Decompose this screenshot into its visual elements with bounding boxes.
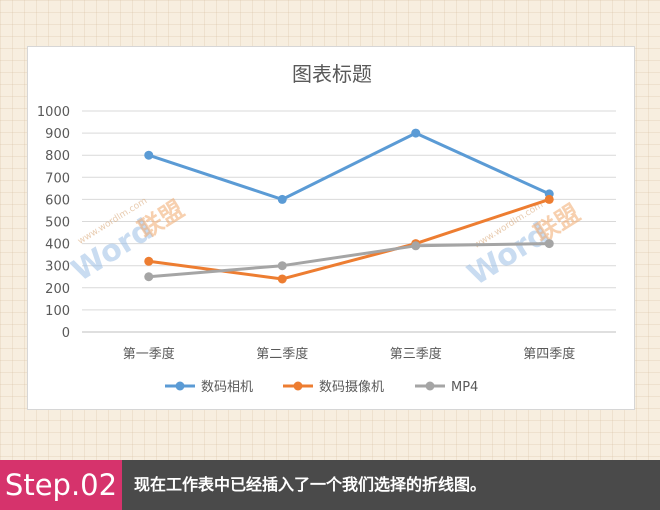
legend-item: 数码相机 <box>165 380 253 395</box>
legend-marker <box>293 381 303 391</box>
y-tick-label: 800 <box>45 149 70 164</box>
chart-title: 图表标题 <box>292 62 372 86</box>
y-tick-label: 200 <box>45 282 70 297</box>
y-tick-label: 400 <box>45 238 70 253</box>
step-badge: Step.02 <box>0 460 122 510</box>
x-tick-label: 第一季度 <box>123 346 175 362</box>
step-caption: 现在工作表中已经插入了一个我们选择的折线图。 <box>134 475 487 494</box>
data-point <box>544 194 554 204</box>
watermark-left: Word 联盟 www.wordlm.com <box>66 195 189 289</box>
x-axis-ticks: 第一季度 第二季度 第三季度 第四季度 <box>123 346 576 362</box>
x-tick-label: 第二季度 <box>256 346 308 362</box>
y-tick-label: 100 <box>45 304 70 319</box>
data-point <box>544 239 554 249</box>
legend: 数码相机 数码摄像机 MP4 <box>165 380 478 395</box>
legend-label: 数码相机 <box>201 380 253 395</box>
data-point <box>277 274 287 284</box>
y-tick-label: 600 <box>45 193 70 208</box>
data-point <box>144 150 154 160</box>
footer-bar: Step.02 现在工作表中已经插入了一个我们选择的折线图。 <box>0 460 660 510</box>
y-tick-label: 1000 <box>37 105 70 120</box>
legend-label: 数码摄像机 <box>319 380 384 395</box>
y-tick-label: 700 <box>45 171 70 186</box>
data-point <box>411 128 421 138</box>
series-MP4 <box>144 239 554 282</box>
gridlines <box>82 110 616 333</box>
y-axis-ticks: 0 100 200 300 400 500 600 700 800 900 1000 <box>37 105 70 341</box>
line-chart: 图表标题 0 100 200 300 400 500 600 700 800 900 1000 第一… <box>37 62 616 395</box>
data-point <box>277 194 287 204</box>
x-tick-label: 第三季度 <box>390 346 442 362</box>
watermark-group: Word 联盟 www.wordlm.com Word 联盟 www.wordl… <box>66 195 585 293</box>
chart-card: 图表标题 0 100 200 300 400 500 600 700 800 900 1000 第一… <box>27 46 635 410</box>
legend-item: MP4 <box>415 380 478 395</box>
y-tick-label: 900 <box>45 127 70 142</box>
series-line <box>147 242 551 279</box>
legend-label: MP4 <box>451 380 478 395</box>
legend-marker <box>425 381 435 391</box>
y-tick-label: 500 <box>45 216 70 231</box>
data-point <box>144 272 154 282</box>
data-point <box>411 241 421 251</box>
series-group <box>144 128 554 284</box>
data-point <box>277 261 287 271</box>
series-line <box>147 131 551 201</box>
series-数码相机 <box>144 128 554 204</box>
y-tick-label: 300 <box>45 260 70 275</box>
data-point <box>144 256 154 266</box>
x-tick-label: 第四季度 <box>523 346 575 362</box>
legend-marker <box>175 381 185 391</box>
watermark-right: Word 联盟 www.wordlm.com <box>462 199 585 293</box>
y-tick-label: 0 <box>62 326 70 341</box>
legend-item: 数码摄像机 <box>283 380 384 395</box>
